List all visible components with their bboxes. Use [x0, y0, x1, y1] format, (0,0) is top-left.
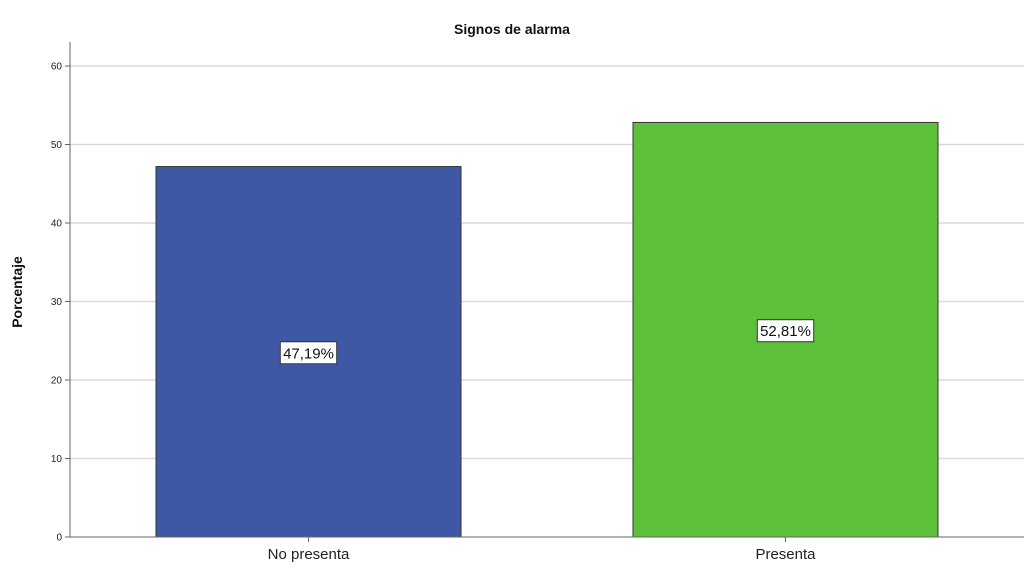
category-label: No presenta — [268, 546, 350, 563]
y-tick-label: 20 — [51, 376, 63, 387]
category-labels: No presenta Presenta — [268, 546, 817, 563]
bars — [155, 121, 939, 538]
y-tick-label: 50 — [51, 140, 63, 151]
y-tick-label: 40 — [51, 219, 63, 230]
y-axis-label: Porcentaje — [9, 256, 25, 328]
y-tick-label: 0 — [56, 533, 62, 544]
y-tick-label: 10 — [51, 454, 63, 465]
data-label-box — [279, 341, 338, 365]
y-tick-labels: 0 10 20 30 40 50 60 — [51, 62, 63, 544]
data-labels: 47,19% 52,81% — [279, 319, 815, 365]
data-label-box — [756, 319, 815, 343]
data-label: 47,19% — [283, 345, 334, 362]
data-label: 52,81% — [760, 323, 811, 340]
y-tick-label: 30 — [51, 297, 63, 308]
chart-title: Signos de alarma — [454, 21, 570, 37]
axes — [69, 42, 1024, 542]
category-label: Presenta — [755, 546, 816, 563]
y-tick-label: 60 — [51, 62, 63, 73]
